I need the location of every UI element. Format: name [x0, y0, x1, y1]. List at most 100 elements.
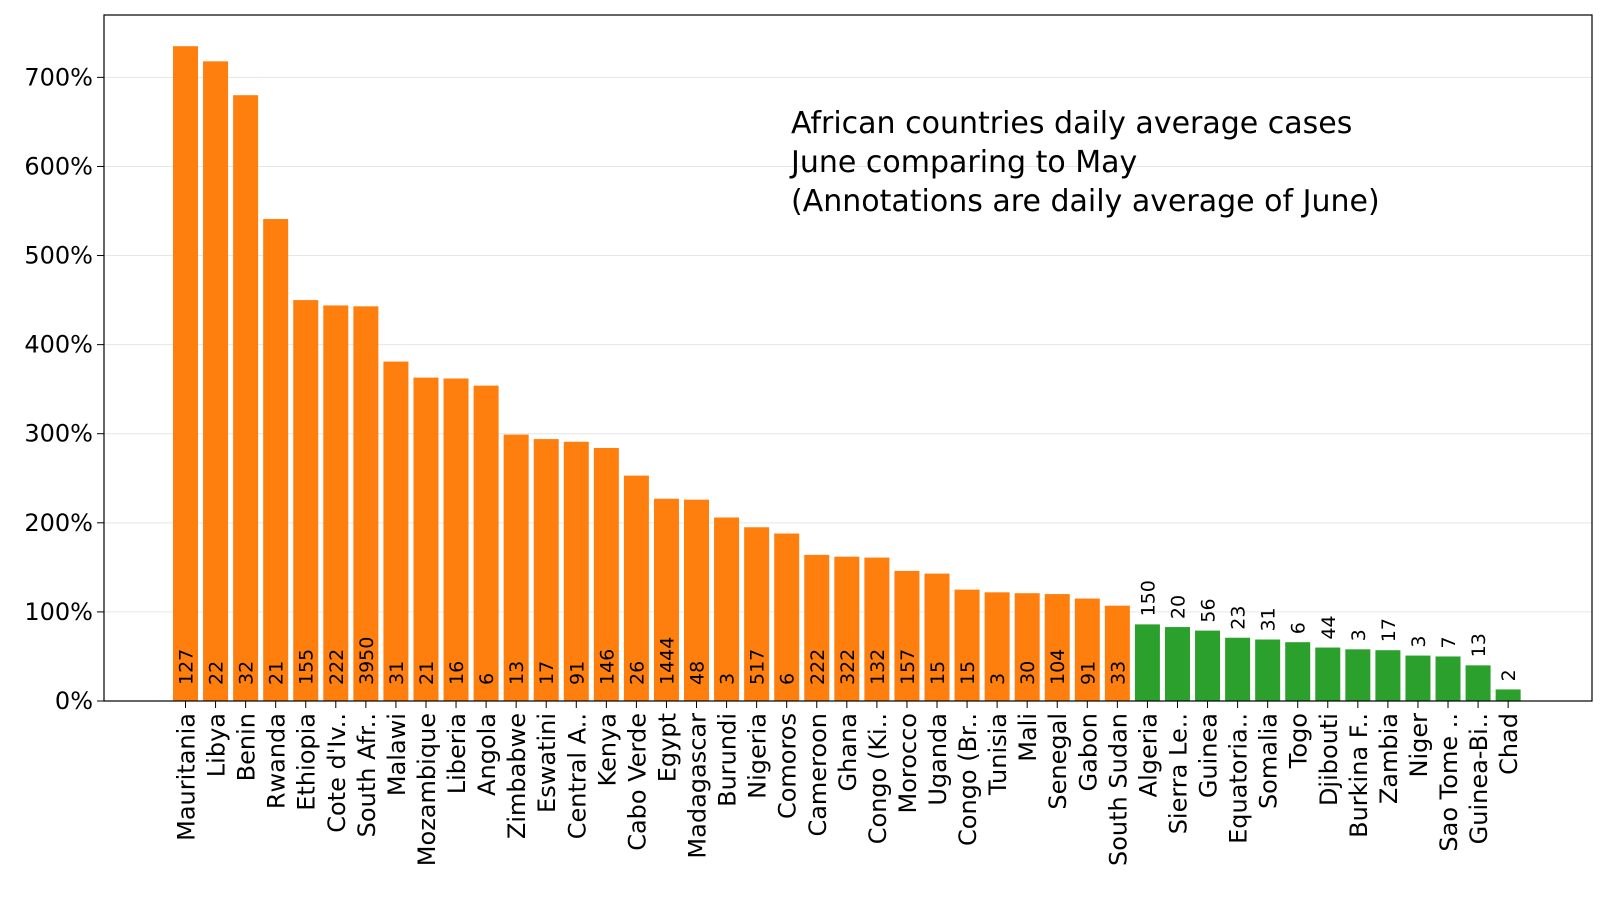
x-tick-label: Mauritania	[173, 713, 201, 841]
x-tick-label: Burkina F..	[1345, 713, 1373, 838]
bar-annotation: 44	[1318, 615, 1340, 639]
x-tick-label: Congo (Br..	[954, 713, 982, 846]
bar-annotation: 517	[747, 649, 769, 685]
bars	[173, 46, 1521, 702]
x-tick-label: Liberia	[443, 713, 471, 794]
x-tick-label: South Sudan	[1104, 713, 1132, 866]
y-tick-label: 200%	[24, 509, 93, 537]
bar-annotation: 20	[1167, 595, 1189, 619]
title-line-2: June comparing to May	[789, 145, 1137, 180]
bar-annotation: 32	[236, 661, 258, 685]
bar-annotation: 157	[897, 649, 919, 685]
bar	[714, 517, 740, 701]
bar-annotation: 17	[536, 661, 558, 685]
bar-annotation: 21	[416, 661, 438, 685]
x-tick-label: Rwanda	[263, 713, 291, 809]
x-tick-label: Central A..	[563, 713, 591, 839]
x-tick-label: Cote d'Iv..	[323, 713, 351, 833]
x-tick-label: Guinea	[1195, 713, 1223, 798]
bar	[1195, 630, 1221, 701]
bar-annotation: 13	[506, 661, 528, 685]
bar	[684, 499, 710, 701]
bar	[203, 61, 229, 702]
x-tick-label: Senegal	[1044, 713, 1072, 810]
bar	[1435, 656, 1461, 701]
x-tick-label: Burundi	[714, 713, 742, 807]
bar	[293, 300, 319, 701]
bar-annotation: 104	[1047, 649, 1069, 685]
bar	[984, 592, 1010, 701]
x-tick-label: Mali	[1014, 713, 1042, 762]
x-tick-label: Tunisia	[984, 713, 1012, 796]
x-tick-label: Djibouti	[1315, 713, 1343, 806]
bar	[894, 570, 920, 701]
x-tick-label: Angola	[473, 713, 501, 796]
x-tick-label: Ethiopia	[293, 713, 321, 811]
x-tick-label: Cabo Verde	[623, 713, 651, 851]
bar	[1345, 649, 1371, 701]
bar	[473, 385, 499, 701]
bar-annotation: 30	[1017, 661, 1039, 685]
x-tick-label: Zimbabwe	[503, 713, 531, 839]
bar-annotation: 222	[807, 649, 829, 685]
y-tick-label: 300%	[24, 420, 93, 448]
bar	[593, 447, 619, 701]
bar-annotation: 31	[386, 661, 408, 685]
plot-frame	[103, 14, 1593, 702]
bar-annotation: 13	[1468, 633, 1490, 657]
bar	[653, 498, 679, 701]
x-tick-label: Zambia	[1375, 713, 1403, 804]
x-tick-label: Uganda	[924, 713, 952, 806]
y-tick-label: 0%	[55, 687, 93, 715]
bar	[954, 589, 980, 701]
bar-annotation: 3	[717, 673, 739, 685]
x-tick-label: Eswatini	[533, 713, 561, 813]
x-tick-label: Equatoria..	[1225, 713, 1253, 844]
bar	[503, 434, 529, 701]
bar-annotation: 155	[296, 649, 318, 685]
bar	[1495, 689, 1521, 701]
title-line-3: (Annotations are daily average of June)	[791, 184, 1380, 219]
bar-annotation: 56	[1198, 598, 1220, 622]
y-tick-label: 400%	[24, 331, 93, 359]
bar	[1465, 665, 1491, 701]
x-tick-label: South Afr..	[353, 713, 381, 837]
y-tick-label: 500%	[24, 242, 93, 270]
bar	[1164, 627, 1190, 701]
bar-annotation: 23	[1228, 606, 1250, 630]
y-axis: 0% 100% 200% 300% 400% 500% 600% 700%	[24, 63, 104, 715]
bar	[1255, 639, 1281, 701]
bar	[864, 557, 890, 701]
bar-annotation: 33	[1107, 661, 1129, 685]
bar	[744, 527, 770, 701]
bar	[834, 556, 860, 701]
bar	[623, 475, 649, 701]
x-tick-label: Morocco	[894, 713, 922, 814]
bar-annotation: 2	[1498, 669, 1520, 681]
bar	[1375, 650, 1401, 701]
x-tick-label: Guinea-Bi..	[1465, 713, 1493, 844]
bar-annotation: 48	[687, 661, 709, 685]
bar	[173, 46, 198, 701]
bar-annotations: 127 22 32 21 155 222 3950 31 21 16 6 13 17 91 146 26 144…	[176, 580, 1521, 685]
x-tick-label: Sao Tome ..	[1435, 713, 1463, 852]
bar-annotation: 91	[1077, 661, 1099, 685]
bar	[924, 573, 950, 701]
bar-annotation: 127	[176, 649, 198, 685]
y-tick-label: 600%	[24, 152, 93, 180]
x-tick-label: Congo (Ki..	[864, 713, 892, 844]
x-tick-label: Niger	[1405, 713, 1433, 778]
bar	[804, 554, 830, 701]
chart-title: African countries daily average cases Ju…	[789, 106, 1380, 219]
x-tick-label: Benin	[233, 713, 261, 781]
bar-annotation: 22	[206, 661, 228, 685]
bar	[1044, 594, 1070, 701]
bar	[533, 439, 559, 701]
bar	[1104, 605, 1130, 701]
x-tick-label: Nigeria	[744, 713, 772, 799]
bar	[413, 377, 439, 701]
bar-annotation: 21	[266, 661, 288, 685]
x-tick-label: Malawi	[383, 713, 411, 796]
x-tick-label: Gabon	[1074, 713, 1102, 791]
